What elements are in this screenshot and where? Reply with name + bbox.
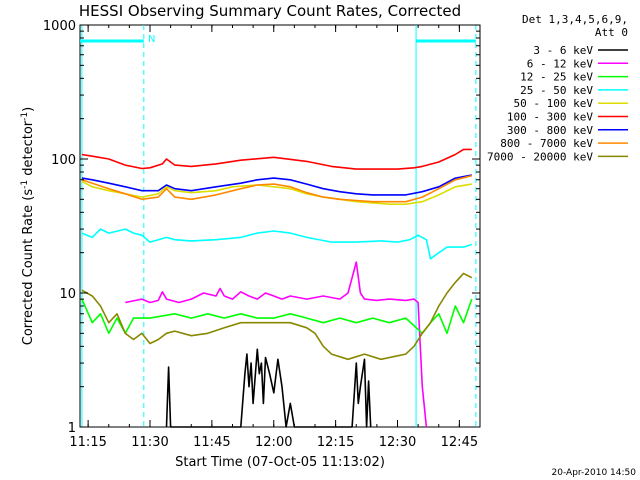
series-line-5 xyxy=(81,148,472,170)
night-annotation-n: N xyxy=(148,34,155,45)
series-line-1 xyxy=(125,261,428,428)
x-tick-label: 12:45 xyxy=(441,435,478,450)
y-axis-label-sup2: -1 xyxy=(20,112,30,121)
y-tick-label: 10 xyxy=(59,287,76,302)
y-axis-label-sup1: -1 xyxy=(20,180,30,189)
y-axis-label: Corrected Count Rate (s-1 detector-1) xyxy=(20,107,36,345)
chart-title: HESSI Observing Summary Count Rates, Cor… xyxy=(79,2,461,20)
plot-frame xyxy=(79,24,481,428)
legend-label-3: 25 - 50 keV xyxy=(520,84,593,97)
y-tick-label: 1000 xyxy=(43,19,76,34)
timestamp: 20-Apr-2010 14:50 xyxy=(552,468,637,478)
x-tick-label: 12:15 xyxy=(317,435,354,450)
series-line-8 xyxy=(81,272,473,361)
legend-header-line1: Det 1,3,4,5,6,9, xyxy=(522,13,628,26)
y-axis-label-mid: detector xyxy=(21,120,36,180)
vertical-marker-layer xyxy=(81,25,477,427)
y-tick-label: 100 xyxy=(51,153,76,168)
legend-label-6: 300 - 800 keV xyxy=(507,124,593,137)
x-tick-label: 12:00 xyxy=(255,435,292,450)
x-tick-label: 12:30 xyxy=(379,435,416,450)
legend-label-2: 12 - 25 keV xyxy=(520,71,593,84)
series-line-2 xyxy=(81,298,473,335)
legend-label-5: 100 - 300 keV xyxy=(507,111,593,124)
y-axis-ticks: 1 10 100 1000 xyxy=(43,19,480,436)
series-line-3 xyxy=(81,228,473,260)
series-line-6 xyxy=(81,174,472,196)
x-axis-ticks: 11:15 11:30 11:45 12:00 12:15 12:30 12:45 xyxy=(69,25,481,450)
y-axis-label-end: ) xyxy=(21,107,36,112)
y-axis-label-main: Corrected Count Rate (s xyxy=(21,189,36,346)
x-axis-label: Start Time (07-Oct-05 11:13:02) xyxy=(175,455,385,470)
legend-label-7: 800 - 7000 keV xyxy=(500,137,593,150)
x-tick-label: 11:15 xyxy=(69,435,106,450)
series-line-0 xyxy=(165,348,372,428)
legend-label-1: 6 - 12 keV xyxy=(527,57,594,70)
series-layer xyxy=(81,148,473,428)
legend-label-8: 7000 - 20000 keV xyxy=(487,150,593,163)
legend-label-0: 3 - 6 keV xyxy=(533,44,593,57)
series-line-7 xyxy=(81,174,472,203)
legend-header-line2: Att 0 xyxy=(595,26,628,39)
x-tick-label: 11:45 xyxy=(193,435,230,450)
legend-label-4: 50 - 100 keV xyxy=(514,97,594,110)
series-line-4 xyxy=(81,180,472,205)
x-tick-label: 11:30 xyxy=(131,435,168,450)
y-tick-label: 1 xyxy=(68,421,76,436)
